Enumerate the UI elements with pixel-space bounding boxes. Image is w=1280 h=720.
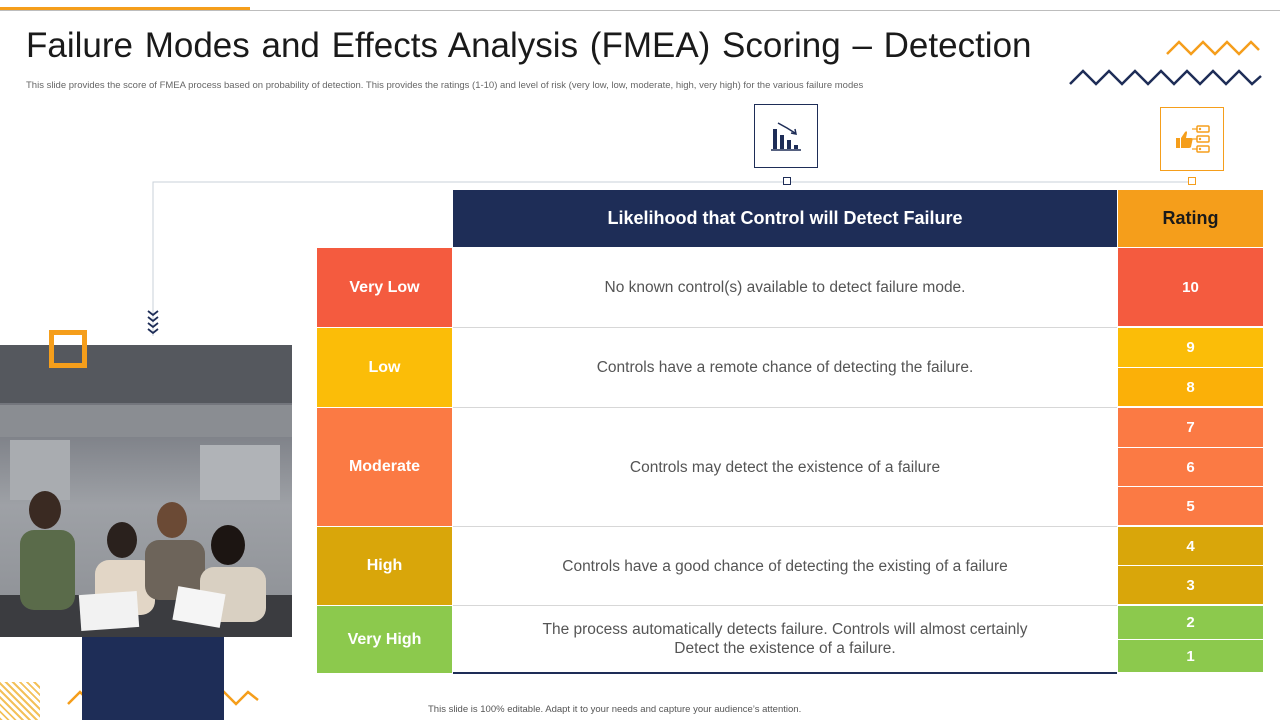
thumbs-up-list-icon <box>1176 125 1210 153</box>
description-very-low: No known control(s) available to detect … <box>453 248 1117 328</box>
declining-bar-chart-icon <box>771 122 801 151</box>
connector-line <box>152 181 1192 336</box>
rating-cell: 6 <box>1118 448 1263 487</box>
level-very-high: Very High <box>317 606 452 673</box>
slide-footer: This slide is 100% editable. Adapt it to… <box>428 704 802 715</box>
slide-title: Failure Modes and Effects Analysis (FMEA… <box>26 26 1032 65</box>
rating-cell: 7 <box>1118 408 1263 448</box>
zigzag-navy-decoration <box>1069 69 1262 86</box>
level-low: Low <box>317 328 452 407</box>
rating-cell: 2 <box>1118 606 1263 640</box>
description-very-high-line-2: Detect the existence of a failure. <box>674 640 896 657</box>
rating-cell: 5 <box>1118 487 1263 526</box>
level-high: High <box>317 527 452 605</box>
top-accent-bar <box>0 7 250 11</box>
chevrons-down-icon <box>147 310 159 335</box>
rating-cell: 9 <box>1118 328 1263 368</box>
description-high: Controls have a good chance of detecting… <box>453 527 1117 606</box>
detection-icon-box <box>754 104 818 168</box>
connector-node <box>783 177 791 185</box>
office-team-illustration <box>0 345 292 637</box>
level-moderate: Moderate <box>317 408 452 526</box>
hatch-decoration <box>0 682 40 720</box>
zigzag-orange-decoration <box>1166 40 1260 56</box>
orange-square-decoration <box>49 330 87 368</box>
description-low: Controls have a remote chance of detecti… <box>453 328 1117 408</box>
description-very-high-line-1: The process automatically detects failur… <box>542 621 1028 638</box>
level-very-low: Very Low <box>317 248 452 327</box>
rating-cell: 8 <box>1118 368 1263 407</box>
description-very-high: The process automatically detects failur… <box>453 606 1117 674</box>
top-rule <box>0 10 1280 11</box>
rating-cell: 3 <box>1118 566 1263 605</box>
slide-subtitle: This slide provides the score of FMEA pr… <box>26 80 864 91</box>
description-moderate: Controls may detect the existence of a f… <box>453 408 1117 527</box>
connector-node <box>1188 177 1196 185</box>
table-header-rating: Rating <box>1118 190 1263 247</box>
rating-cell: 1 <box>1118 640 1263 673</box>
rating-cell: 4 <box>1118 527 1263 566</box>
table-header-likelihood: Likelihood that Control will Detect Fail… <box>453 190 1117 247</box>
team-photo <box>0 345 292 637</box>
navy-block-decoration <box>82 637 224 720</box>
rating-cell: 10 <box>1118 248 1263 327</box>
rating-icon-box <box>1160 107 1224 171</box>
